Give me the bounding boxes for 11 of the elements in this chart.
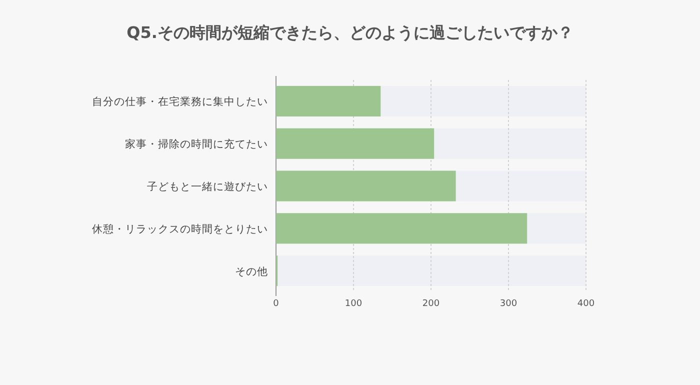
x-tick-label: 200 (422, 299, 440, 309)
x-tick-label: 0 (273, 299, 280, 309)
x-tick-label: 100 (344, 299, 362, 309)
x-tick-label: 400 (577, 299, 595, 309)
y-tick-label: 休憩・リラックスの時間をとりたい (92, 222, 268, 236)
chart-title: Q5.その時間が短縮できたら、どのように過ごしたいですか？ (126, 23, 574, 42)
y-tick-label: 自分の仕事・在宅業務に集中したい (92, 95, 268, 108)
y-tick-label: 子どもと一緒に遊びたい (147, 181, 268, 193)
y-tick-label: その他 (235, 266, 268, 278)
y-tick-label: 家事・掃除の時間に充てたい (125, 138, 268, 151)
x-tick-label: 300 (500, 299, 518, 309)
